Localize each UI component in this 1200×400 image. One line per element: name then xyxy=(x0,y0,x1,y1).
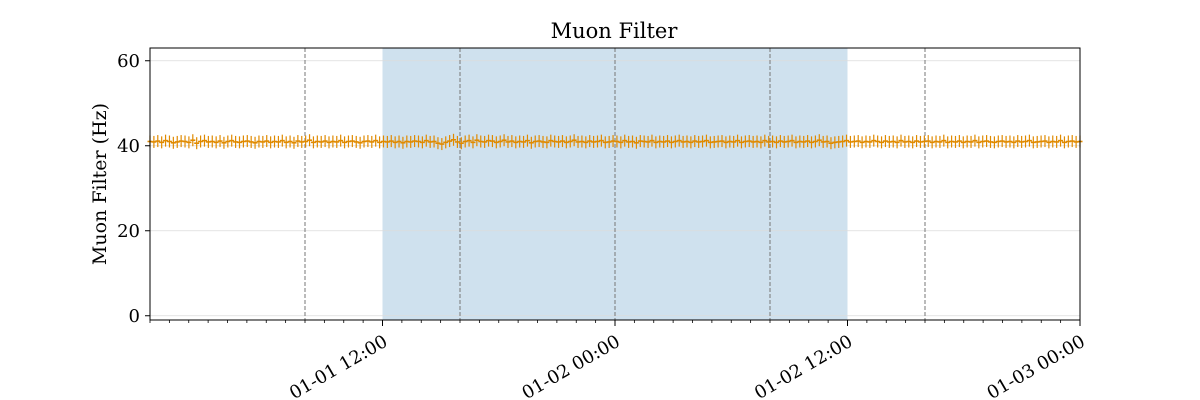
y-tick-label: 60 xyxy=(117,51,140,72)
y-tick-label: 0 xyxy=(129,306,140,327)
chart-title: Muon Filter xyxy=(551,19,679,43)
y-axis-label: Muon Filter (Hz) xyxy=(89,103,111,265)
y-tick-label: 20 xyxy=(117,221,140,242)
y-tick-label: 40 xyxy=(117,136,140,157)
